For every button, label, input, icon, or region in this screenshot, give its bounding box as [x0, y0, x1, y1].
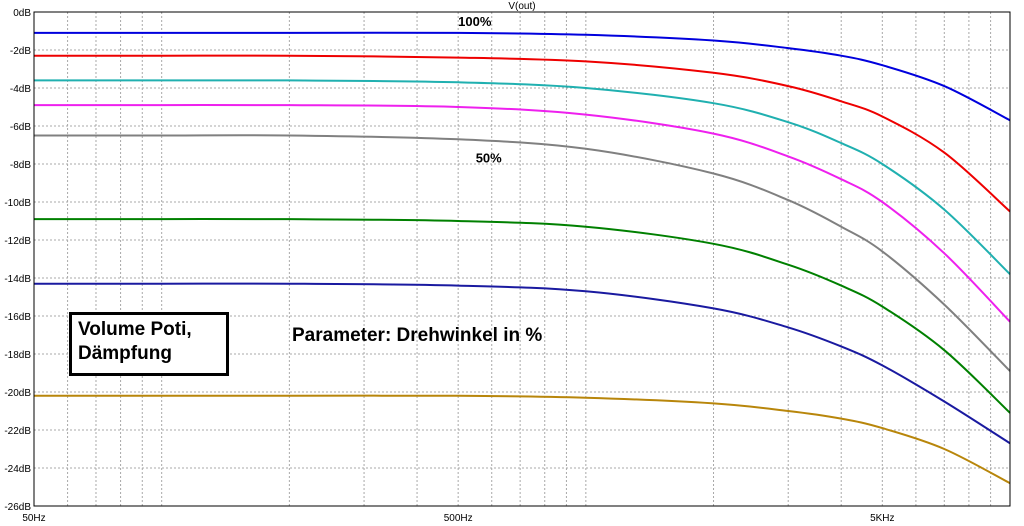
- x-tick-label: 5KHz: [870, 513, 894, 524]
- series-line-4: [34, 103, 1011, 323]
- x-tick-label: 500Hz: [444, 513, 473, 524]
- plot-frame: [33, 11, 1011, 507]
- series-line-6: [34, 217, 1011, 414]
- series-line-5: [33, 134, 1011, 372]
- series-curves: [33, 31, 1011, 485]
- x-tick-label: 50Hz: [22, 513, 45, 524]
- y-tick-label: -16dB: [4, 312, 31, 323]
- curve-annotation: 50%: [476, 151, 502, 166]
- series-line-3: [34, 79, 1011, 275]
- y-tick-label: -18dB: [4, 350, 31, 361]
- series-line-2: [34, 54, 1011, 213]
- y-tick-label: -8dB: [10, 160, 31, 171]
- series-line-7: [34, 282, 1011, 445]
- y-tick-label: -24dB: [4, 464, 31, 475]
- y-tick-label: -22dB: [4, 426, 31, 437]
- curve-annotations: 100% 50%: [458, 14, 502, 166]
- y-tick-label: -10dB: [4, 198, 31, 209]
- y-tick-label: -4dB: [10, 84, 31, 95]
- y-tick-label: 0dB: [13, 8, 31, 19]
- y-tick-label: -14dB: [4, 274, 31, 285]
- y-tick-label: -20dB: [4, 388, 31, 399]
- y-tick-label: -12dB: [4, 236, 31, 247]
- y-tick-label: -2dB: [10, 46, 31, 57]
- y-axis-label: V(out): [508, 1, 535, 12]
- chart-info-box: Volume Poti, Dämpfung: [69, 312, 229, 376]
- grid-lines: [34, 11, 1010, 507]
- series-line-8: [33, 394, 1011, 485]
- tick-labels: 0dB -2dB -4dB -6dB -8dB -10dB -12dB -14dB -16dB -…: [4, 8, 894, 524]
- parameter-note: Parameter: Drehwinkel in %: [292, 325, 543, 346]
- curve-annotation: 100%: [458, 14, 492, 29]
- y-tick-label: -26dB: [4, 502, 31, 513]
- y-tick-label: -6dB: [10, 122, 31, 133]
- series-line-1: [34, 31, 1011, 122]
